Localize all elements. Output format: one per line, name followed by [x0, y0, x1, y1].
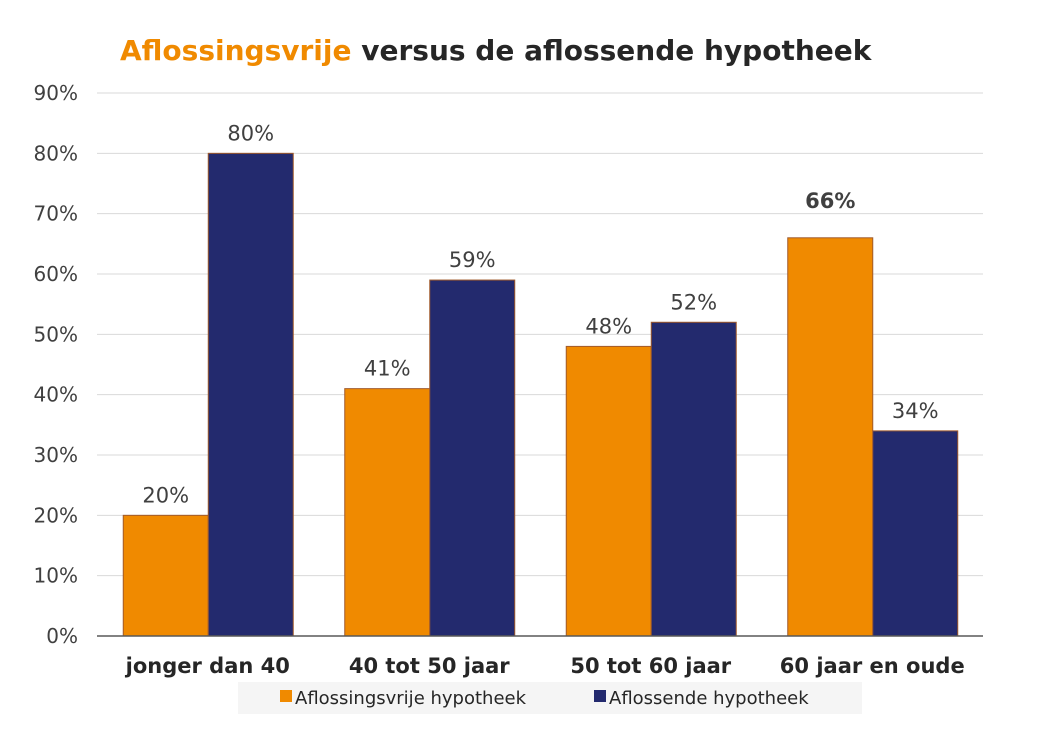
legend: Aflossingsvrije hypotheek Aflossende hyp…	[238, 682, 862, 714]
x-axis-ticks: jonger dan 40 40 tot 50 jaar 50 tot 60 jaa…	[125, 654, 965, 678]
x-tick-label-3: 60 jaar en oude	[780, 654, 965, 678]
y-tick-label-50: 50%	[34, 322, 78, 346]
y-tick-label-30: 30%	[34, 443, 78, 467]
y-tick-label-10: 10%	[34, 564, 78, 588]
legend-label-aflossende: Aflossende hypotheek	[609, 688, 809, 709]
y-tick-label-70: 70%	[34, 202, 78, 226]
data-label-aflossingsvrije-2: 48%	[585, 314, 632, 338]
legend-label-aflossingsvrije: Aflossingsvrije hypotheek	[295, 688, 527, 709]
y-tick-label-40: 40%	[34, 383, 78, 407]
bars	[122, 152, 959, 637]
y-axis-ticks: 0% 10% 20% 30% 40% 50% 60% 70% 80% 90%	[34, 81, 78, 648]
legend-swatch-aflossende	[594, 690, 606, 702]
y-tick-label-20: 20%	[34, 503, 78, 527]
y-tick-label-80: 80%	[34, 141, 78, 165]
legend-background	[238, 682, 862, 714]
data-label-aflossingsvrije-0: 20%	[142, 483, 189, 507]
y-tick-label-60: 60%	[34, 262, 78, 286]
x-tick-label-0: jonger dan 40	[125, 654, 290, 678]
chart-title-accent: Aflossingsvrije	[120, 34, 351, 67]
bar-aflossende-3	[872, 430, 959, 637]
legend-swatch-aflossingsvrije	[280, 690, 292, 702]
data-label-aflossende-1: 59%	[449, 248, 496, 272]
x-tick-label-1: 40 tot 50 jaar	[349, 654, 510, 678]
bar-aflossende-2	[650, 321, 737, 637]
bar-aflossende-1	[429, 279, 516, 637]
data-label-aflossingsvrije-3: 66%	[805, 189, 855, 213]
bar-aflossingsvrije-2	[565, 345, 652, 637]
bar-aflossingsvrije-0	[122, 514, 209, 637]
y-tick-label-90: 90%	[34, 81, 78, 105]
bar-aflossingsvrije-1	[344, 388, 431, 637]
bar-aflossende-0	[207, 152, 294, 637]
data-label-aflossende-2: 52%	[670, 290, 717, 314]
data-labels: 20% 80% 41% 59% 48% 52% 66% 34%	[142, 121, 938, 507]
bar-aflossingsvrije-3	[787, 237, 874, 637]
x-tick-label-2: 50 tot 60 jaar	[570, 654, 731, 678]
data-label-aflossende-0: 80%	[227, 121, 274, 145]
data-label-aflossingsvrije-1: 41%	[364, 357, 411, 381]
chart-title: Aflossingsvrije versus de aflossende hyp…	[120, 34, 873, 67]
y-tick-label-0: 0%	[46, 624, 78, 648]
data-label-aflossende-3: 34%	[892, 399, 939, 423]
chart-title-rest: versus de aflossende hypotheek	[351, 34, 872, 67]
